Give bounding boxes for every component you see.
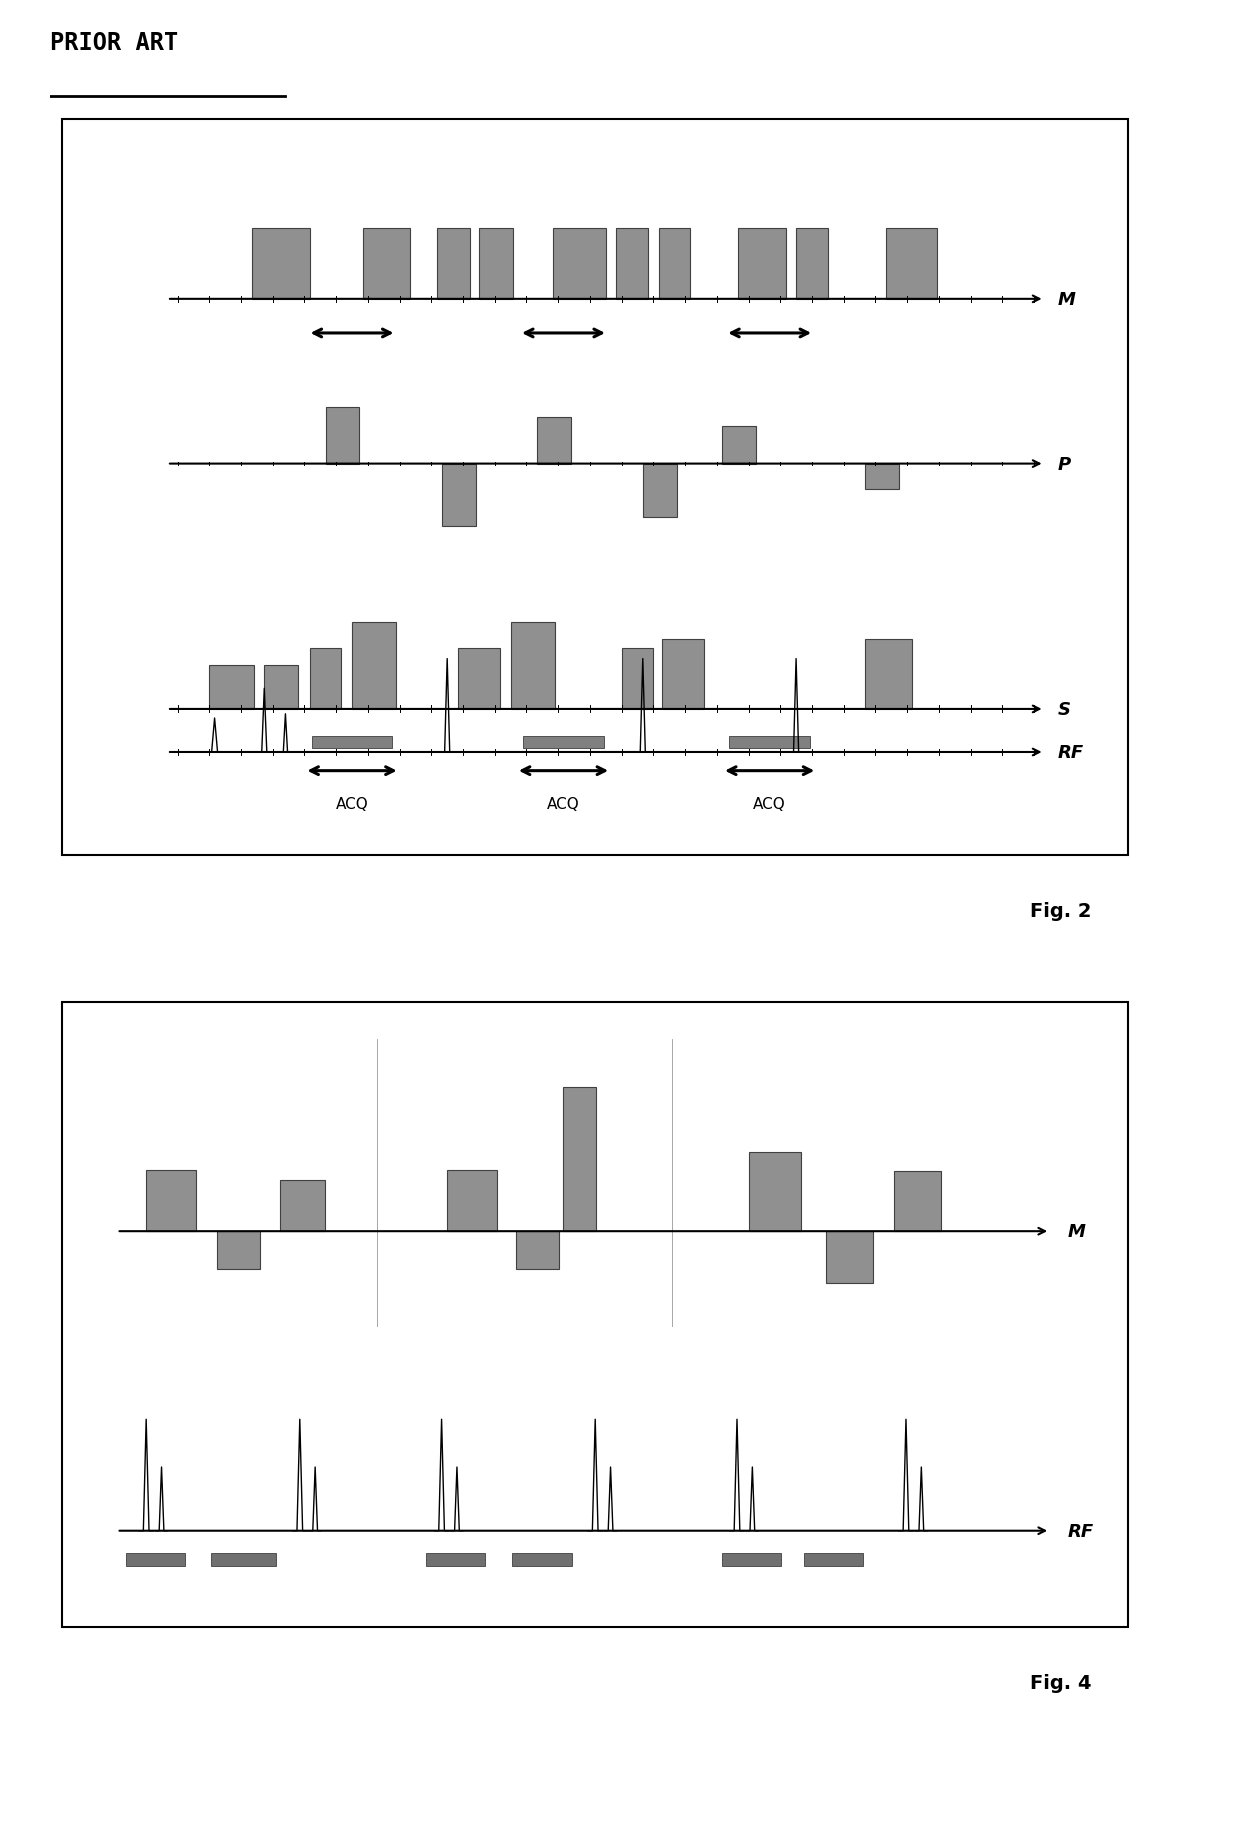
Bar: [642, 463, 677, 517]
Bar: [448, 1170, 497, 1232]
Bar: [310, 649, 341, 710]
Bar: [662, 640, 704, 710]
Bar: [516, 1232, 558, 1269]
Text: ACQ: ACQ: [547, 796, 580, 811]
Bar: [436, 228, 470, 300]
Bar: [441, 463, 476, 526]
Bar: [729, 736, 810, 748]
Bar: [796, 228, 828, 300]
Text: S: S: [1058, 701, 1070, 719]
Bar: [512, 1554, 572, 1565]
Bar: [523, 736, 604, 748]
Bar: [252, 228, 310, 300]
Bar: [458, 649, 500, 710]
Text: Fig. 4: Fig. 4: [1029, 1673, 1091, 1692]
Bar: [326, 408, 360, 463]
Bar: [146, 1170, 196, 1232]
Text: P: P: [1058, 456, 1070, 473]
Bar: [511, 623, 556, 710]
Bar: [722, 1554, 781, 1565]
Bar: [563, 1087, 596, 1232]
Text: RF: RF: [1058, 743, 1084, 761]
Bar: [537, 417, 570, 463]
Bar: [826, 1232, 873, 1284]
Bar: [894, 1171, 941, 1232]
Bar: [217, 1232, 259, 1269]
Bar: [722, 427, 756, 463]
Bar: [427, 1554, 485, 1565]
Bar: [479, 228, 512, 300]
Bar: [738, 228, 785, 300]
Bar: [210, 666, 254, 710]
Bar: [211, 1554, 277, 1565]
Bar: [311, 736, 392, 748]
Text: Fig. 2: Fig. 2: [1029, 901, 1091, 920]
Bar: [805, 1554, 863, 1565]
Bar: [885, 228, 936, 300]
Text: PRIOR ART: PRIOR ART: [50, 31, 177, 55]
Bar: [553, 228, 606, 300]
Text: ACQ: ACQ: [336, 796, 368, 811]
Bar: [264, 666, 298, 710]
Bar: [616, 228, 649, 300]
Text: ACQ: ACQ: [753, 796, 786, 811]
Text: M: M: [1068, 1223, 1086, 1241]
Bar: [864, 463, 899, 489]
Bar: [362, 228, 410, 300]
Bar: [352, 623, 397, 710]
Bar: [126, 1554, 185, 1565]
Bar: [749, 1153, 801, 1232]
Bar: [621, 649, 653, 710]
Bar: [280, 1181, 325, 1232]
Bar: [864, 640, 913, 710]
Text: RF: RF: [1068, 1523, 1094, 1539]
Bar: [658, 228, 691, 300]
Text: M: M: [1058, 291, 1075, 309]
